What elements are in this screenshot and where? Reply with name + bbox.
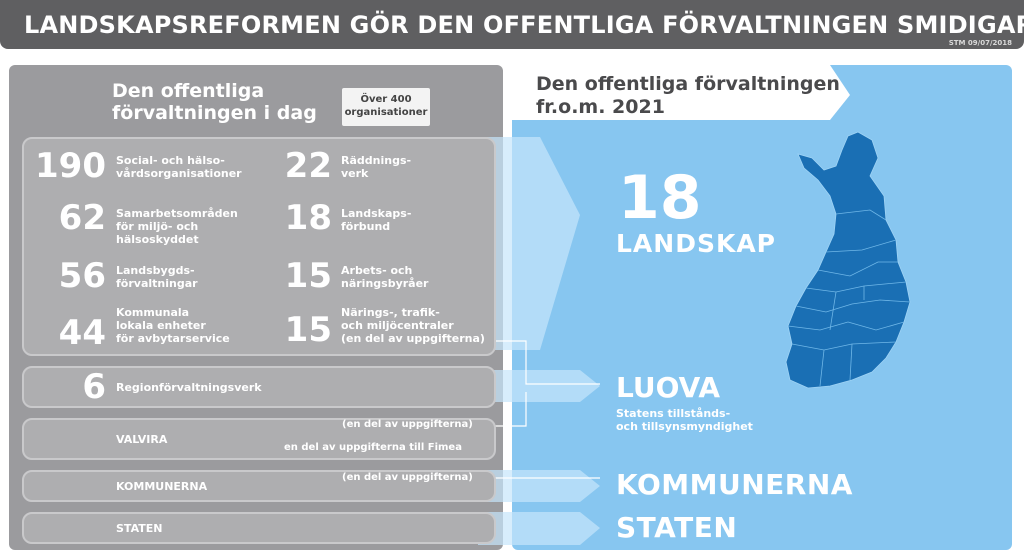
future-heading-line2: fr.o.m. 2021 (536, 96, 665, 118)
organisation-count-badge: Över 400 organisationer (342, 88, 430, 126)
org-label: Landskaps- förbund (341, 207, 411, 233)
luova-arrow (478, 370, 600, 402)
connector-valvira (492, 392, 527, 427)
staten-row (22, 512, 496, 544)
org-number: 62 (58, 198, 106, 238)
finland-map (785, 131, 911, 389)
kommunerna-label: KOMMUNERNA (116, 480, 208, 493)
staten-label: STATEN (116, 522, 163, 535)
org-label: Arbets- och näringsbyråer (341, 264, 428, 290)
org-number: 22 (284, 146, 332, 186)
org-number: 190 (35, 146, 106, 186)
luova-subtitle-line2: och tillsynsmyndighet (616, 420, 753, 433)
count-line1: Över 400 (360, 94, 412, 105)
org-label-line: (en del av uppgifterna) (341, 332, 485, 345)
kommunerna-target: KOMMUNERNA (616, 468, 853, 501)
valvira-label: VALVIRA (116, 433, 168, 446)
org-label-line: förbund (341, 220, 391, 233)
org-label: Närings-, trafik- och miljöcentraler (en… (341, 306, 485, 345)
current-heading-line2: förvaltningen i dag (112, 102, 317, 124)
future-heading-line1: Den offentliga förvaltningen (536, 73, 840, 95)
org-label-line: hälsoskyddet (116, 233, 199, 246)
valvira-fimea-note: en del av uppgifterna till Fimea (284, 442, 462, 453)
org-label-line: näringsbyråer (341, 277, 429, 290)
landskap-arrow (470, 137, 580, 350)
org-label-line: lokala enheter (116, 319, 206, 332)
org-number: 18 (284, 198, 332, 238)
org-number: 44 (58, 313, 106, 353)
valvira-row (22, 418, 496, 460)
org-label: Landsbygds- förvaltningar (116, 264, 198, 290)
org-label-line: Samarbetsområden (116, 207, 238, 220)
current-heading-line1: Den offentliga (112, 80, 265, 102)
org-label: Samarbetsområden för miljö- och hälsosky… (116, 207, 238, 246)
org-label-line: för avbytarservice (116, 332, 230, 345)
org-label-line: Social- och hälso- (116, 154, 225, 167)
source-stamp: STM 09/07/2018 (948, 39, 1012, 47)
kommunerna-arrow (478, 470, 600, 502)
org-label-line: Landsbygds- (116, 264, 195, 277)
org-number: 15 (284, 256, 332, 296)
valvira-note: (en del av uppgifterna) (342, 419, 473, 430)
regional-number: 6 (82, 367, 106, 407)
org-label: Kommunala lokala enheter för avbytarserv… (116, 306, 230, 345)
regional-row (22, 366, 496, 408)
organisations-box (22, 137, 496, 356)
org-number: 15 (284, 310, 332, 350)
landskap-count: 18 (618, 163, 702, 233)
title-bar (0, 0, 1024, 49)
luova-subtitle: Statens tillstånds- och tillsynsmyndighe… (616, 407, 753, 433)
landskap-label: LANDSKAP (616, 229, 777, 258)
count-line2: organisationer (344, 107, 428, 118)
org-label: Räddnings- verk (341, 154, 411, 180)
org-label-line: vårdsorganisationer (116, 167, 242, 180)
staten-target: STATEN (616, 511, 738, 544)
org-label-line: för miljö- och (116, 220, 199, 233)
regional-label: Regionförvaltningsverk (116, 381, 262, 394)
org-label-line: Arbets- och (341, 264, 413, 277)
org-number: 56 (58, 256, 106, 296)
org-label-line: förvaltningar (116, 277, 198, 290)
page-title: LANDSKAPSREFORMEN GÖR DEN OFFENTLIGA FÖR… (24, 11, 1024, 39)
kommunerna-note: (en del av uppgifterna) (342, 472, 473, 483)
org-label-line: Landskaps- (341, 207, 412, 220)
kommunerna-row (22, 470, 496, 502)
future-heading-chevron (512, 65, 850, 120)
org-label-line: Räddnings- (341, 154, 412, 167)
org-label: Social- och hälso- vårdsorganisationer (116, 154, 242, 180)
connector-ntm (490, 340, 600, 385)
luova-subtitle-line1: Statens tillstånds- (616, 407, 731, 420)
future-administration-panel (512, 65, 1012, 550)
luova-title: LUOVA (616, 371, 721, 404)
org-label-line: och miljöcentraler (341, 319, 454, 332)
org-label-line: verk (341, 167, 369, 180)
staten-arrow (478, 512, 600, 545)
org-label-line: Närings-, trafik- (341, 306, 440, 319)
org-label-line: Kommunala (116, 306, 190, 319)
